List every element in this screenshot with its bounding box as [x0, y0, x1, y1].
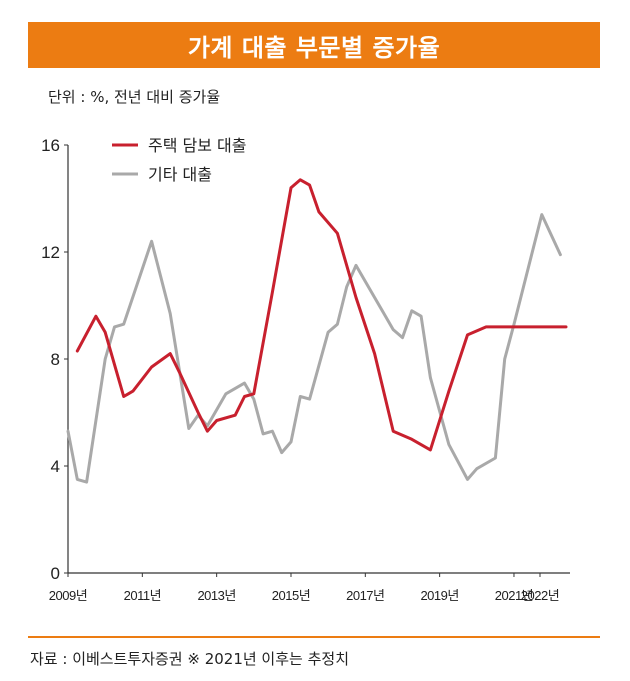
x-tick-label-1: 2011년: [124, 588, 161, 603]
legend-label-0: 주택 담보 대출: [148, 136, 247, 155]
x-tick-label-0: 2009년: [49, 588, 87, 603]
x-tick-label-6: 2021년: [495, 588, 533, 603]
series-line-1: [66, 213, 562, 484]
x-tick-label-2: 2013년: [197, 588, 235, 603]
chart-title: 가계 대출 부문별 증가율: [28, 22, 600, 68]
unit-label: 단위 : %, 전년 대비 증가율: [48, 88, 221, 106]
chart-area: 0 4 8 12 16 2009년 2011년 2013년 2015년 2017년 2019년 202…: [41, 136, 570, 603]
x-tick-label-3: 2015년: [272, 588, 310, 603]
x-tick-label-4: 2017년: [346, 588, 384, 603]
y-tick-label-4: 16: [41, 136, 60, 155]
legend-label-1: 기타 대출: [148, 165, 212, 184]
x-tick-label-5: 2019년: [420, 588, 458, 603]
y-tick-label-2: 8: [51, 350, 60, 369]
source-divider: [28, 636, 600, 638]
y-tick-label-0: 0: [51, 564, 60, 583]
series-line-0: [75, 178, 568, 452]
source-note: 자료 : 이베스트투자증권 ※ 2021년 이후는 추정치: [30, 650, 350, 668]
x-tick-label-7: 2022년: [521, 588, 559, 603]
y-tick-label-3: 12: [41, 243, 60, 262]
y-tick-label-1: 4: [51, 457, 60, 476]
